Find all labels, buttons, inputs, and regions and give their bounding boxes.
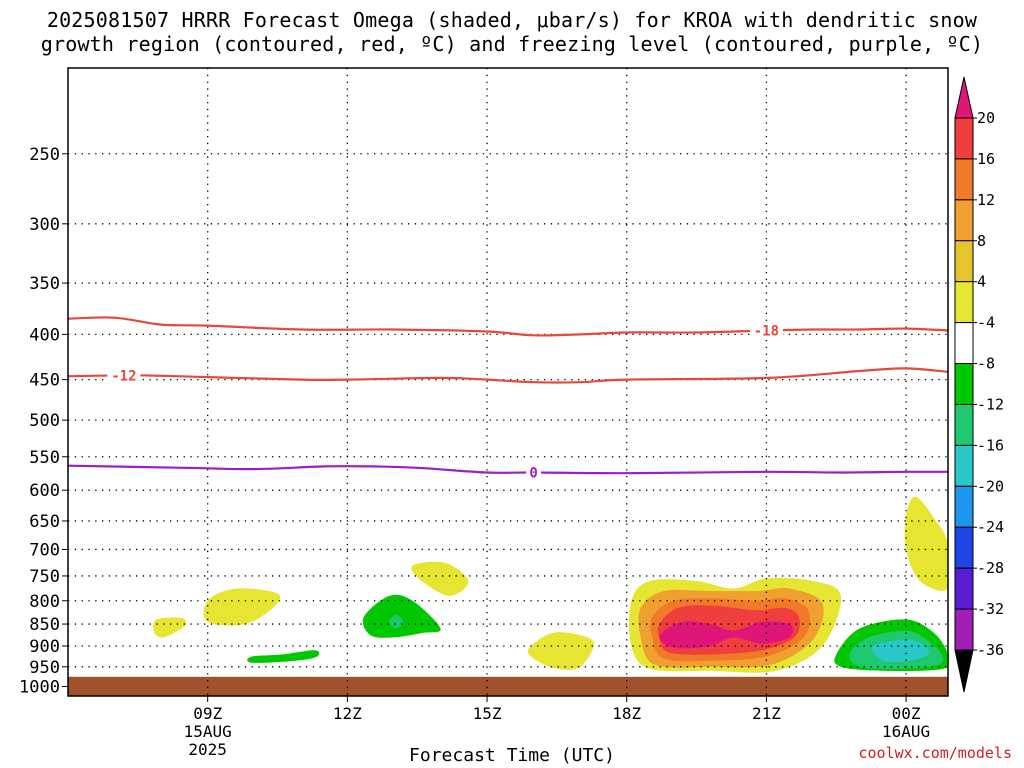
y-tick-label: 600	[29, 481, 60, 501]
colorbar-tick-label: -32	[977, 600, 1004, 618]
omega-area	[203, 588, 281, 626]
y-tick-label: 250	[29, 145, 60, 165]
omega-area	[411, 561, 469, 596]
omega-shading	[153, 496, 948, 673]
chart-title: 2025081507 HRRR Forecast Omega (shaded, …	[40, 8, 984, 56]
colorbar-box	[954, 363, 974, 405]
colorbar-tick-label: 4	[977, 273, 986, 291]
colorbar-tick-label: -24	[977, 518, 1004, 536]
temperature-contours: -18 -12 0	[68, 316, 948, 482]
ground-fill	[68, 676, 948, 696]
y-tick-label: 400	[29, 325, 60, 345]
x-tick-label: 15AUG	[184, 722, 232, 741]
omega-area	[362, 594, 441, 638]
colorbar: 20 16 12 8 4 -4 -8 -12 -16 -20 -24 -28 -32 -36	[954, 76, 1004, 693]
colorbar-box	[954, 403, 974, 446]
omega-area	[247, 650, 320, 663]
y-tick-label: 750	[29, 567, 60, 587]
x-tick-label: 12Z	[333, 704, 362, 723]
y-tick-label: 650	[29, 512, 60, 532]
colorbar-box	[954, 199, 974, 242]
colorbar-tick-label: -36	[977, 641, 1004, 659]
ground-layer	[68, 676, 948, 696]
credit-text: coolwx.com/models	[858, 744, 1012, 762]
colorbar-tick-label: -16	[977, 436, 1004, 454]
contour-label-bg	[526, 464, 542, 481]
colorbar-box	[954, 526, 974, 569]
colorbar-box	[954, 281, 974, 324]
colorbar-box	[954, 117, 974, 160]
colorbar-tick-label: 12	[977, 191, 995, 209]
colorbar-tick-label: -20	[977, 477, 1004, 495]
colorbar-tick-label: 16	[977, 150, 995, 168]
colorbar-top-arrow	[954, 76, 974, 119]
omega-area	[659, 621, 794, 649]
x-tick-label: 00Z	[892, 704, 921, 723]
y-axis: 2503003504004505005506006507007508008509…	[19, 145, 68, 698]
contour-label-bg	[107, 367, 141, 384]
colorbar-box	[954, 608, 974, 651]
plot-frame	[67, 67, 949, 697]
y-tick-label: 300	[29, 215, 60, 235]
contour-label: -18	[754, 324, 779, 340]
contour-line	[68, 464, 948, 475]
omega-area	[872, 639, 930, 663]
contour-label: -12	[111, 369, 136, 385]
pressure-gridlines	[68, 68, 948, 696]
x-tick-label: 15Z	[473, 704, 502, 723]
colorbar-tick-label: -4	[977, 314, 995, 332]
colorbar-tick-label: -12	[977, 395, 1004, 413]
colorbar-box	[954, 240, 974, 283]
colorbar-bottom-arrow	[954, 649, 974, 693]
y-tick-label: 900	[29, 637, 60, 657]
x-tick-label: 16AUG	[882, 722, 930, 741]
colorbar-tick-label: -28	[977, 559, 1004, 577]
colorbar-box	[954, 322, 974, 365]
x-tick-label: 18Z	[612, 704, 641, 723]
colorbar-box	[954, 485, 974, 528]
contour-label: 0	[529, 466, 537, 482]
y-tick-label: 950	[29, 658, 60, 678]
x-tick-label: 21Z	[752, 704, 781, 723]
y-tick-label: 350	[29, 274, 60, 294]
contour-label-bg	[749, 322, 783, 339]
colorbar-tick-label: 8	[977, 232, 986, 250]
colorbar-tick-label: -8	[977, 355, 995, 373]
contour-line	[68, 367, 948, 384]
colorbar-tick-label: 20	[977, 109, 995, 127]
omega-area	[904, 496, 948, 591]
y-tick-label: 1000	[19, 678, 60, 698]
colorbar-box	[954, 158, 974, 201]
omega-area	[527, 632, 595, 670]
contour-line	[68, 316, 948, 337]
y-tick-label: 450	[29, 371, 60, 391]
omega-area	[153, 617, 187, 638]
y-tick-label: 550	[29, 448, 60, 468]
y-tick-label: 700	[29, 540, 60, 560]
x-axis-label: Forecast Time (UTC)	[409, 745, 615, 766]
colorbar-box	[954, 567, 974, 610]
x-tick-label: 09Z	[193, 704, 222, 723]
omega-area	[389, 614, 404, 629]
x-tick-label: 2025	[188, 740, 227, 759]
colorbar-box	[954, 444, 974, 487]
y-tick-label: 800	[29, 592, 60, 612]
y-tick-label: 500	[29, 411, 60, 431]
y-tick-label: 850	[29, 615, 60, 635]
